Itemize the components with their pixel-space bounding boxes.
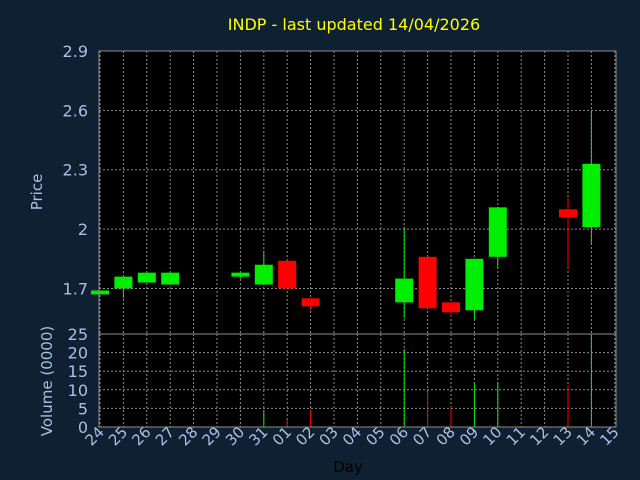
- candle-body: [559, 209, 577, 218]
- volume-tick-label: 10: [68, 381, 88, 400]
- candle-body: [278, 260, 297, 289]
- price-y-tick-labels: 2.9 2.6 2.3 2 1.7: [63, 42, 88, 298]
- candle-body: [582, 163, 601, 228]
- price-tick-label: 2.6: [63, 101, 88, 120]
- price-tick-label: 2: [78, 220, 88, 239]
- chart-title: INDP - last updated 14/04/2026: [228, 15, 480, 34]
- price-axis-label: Price: [28, 174, 46, 211]
- volume-tick-label: 15: [68, 362, 88, 381]
- price-tick-label: 2.3: [63, 161, 88, 180]
- candle-body: [395, 278, 414, 303]
- volume-tick-label: 5: [78, 399, 88, 418]
- x-axis-label: Day: [333, 458, 363, 476]
- price-tick-label: 1.7: [63, 279, 88, 298]
- candle-body: [254, 264, 273, 285]
- candle-body: [442, 302, 460, 313]
- candle-body: [301, 298, 320, 307]
- candle-body: [91, 290, 109, 295]
- candles: [91, 110, 601, 321]
- candle-body: [137, 272, 156, 283]
- candle-body: [114, 276, 133, 289]
- volume-panel-border: [98, 333, 617, 428]
- price-tick-label: 2.9: [63, 42, 88, 61]
- candle-body: [418, 256, 437, 309]
- volume-axis-label: Volume (0000): [38, 326, 56, 436]
- candle-body: [231, 272, 250, 277]
- volume-bars: [169, 335, 592, 427]
- volume-tick-label: 0: [78, 418, 88, 437]
- candle-body: [161, 272, 180, 285]
- candle-body: [465, 258, 484, 311]
- price-panel: 2.9 2.6 2.3 2 1.7 Price: [28, 42, 616, 334]
- volume-tick-label: 25: [68, 325, 88, 344]
- volume-tick-label: 20: [68, 344, 88, 363]
- candle-body: [488, 207, 507, 257]
